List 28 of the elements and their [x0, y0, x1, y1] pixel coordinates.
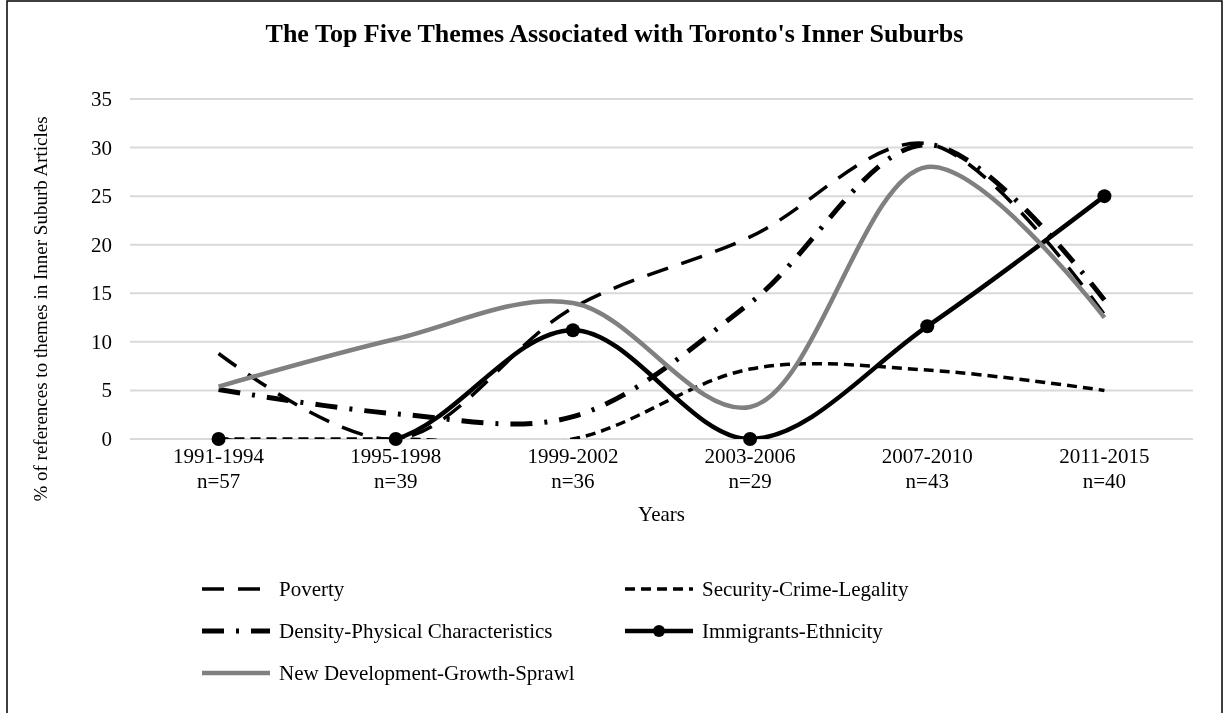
- y-tick-label: 25: [91, 184, 112, 209]
- legend-label: Security-Crime-Legality: [702, 577, 909, 601]
- y-tick-label: 15: [91, 281, 112, 306]
- point: [211, 432, 226, 446]
- legend-label: Immigrants-Ethnicity: [702, 619, 884, 643]
- x-tick-label: 2003-2006 n=29: [704, 444, 796, 493]
- point: [743, 432, 758, 446]
- point: [1097, 189, 1112, 204]
- y-axis-title: % of references to themes in Inner Suburb Articles: [30, 116, 51, 502]
- x-tick-label: 2011-2015 n=40: [1059, 444, 1150, 493]
- x-axis-title: Years: [638, 502, 685, 526]
- point: [388, 432, 403, 446]
- point: [920, 319, 935, 334]
- legend-label: New Development-Growth-Sprawl: [279, 661, 575, 685]
- x-tick-label: 1991-1994 n=57: [173, 444, 265, 493]
- chart-title: The Top Five Themes Associated with Toronto's Inner Suburbs: [265, 19, 964, 48]
- y-tick-label: 30: [91, 135, 112, 160]
- legend-label: Poverty: [279, 577, 345, 601]
- y-tick-label: 10: [91, 329, 112, 354]
- y-tick-label: 35: [91, 87, 112, 111]
- legend-label: Density-Physical Characteristics: [279, 619, 553, 643]
- y-tick-label: 20: [91, 232, 112, 257]
- y-tick-label: 5: [101, 378, 112, 403]
- x-tick-label: 1999-2002 n=36: [527, 444, 619, 493]
- x-tick-label: 2007-2010 n=43: [881, 444, 973, 493]
- y-tick-label: 0: [101, 427, 112, 451]
- point: [565, 323, 580, 338]
- x-tick-label: 1995-1998 n=39: [350, 444, 442, 493]
